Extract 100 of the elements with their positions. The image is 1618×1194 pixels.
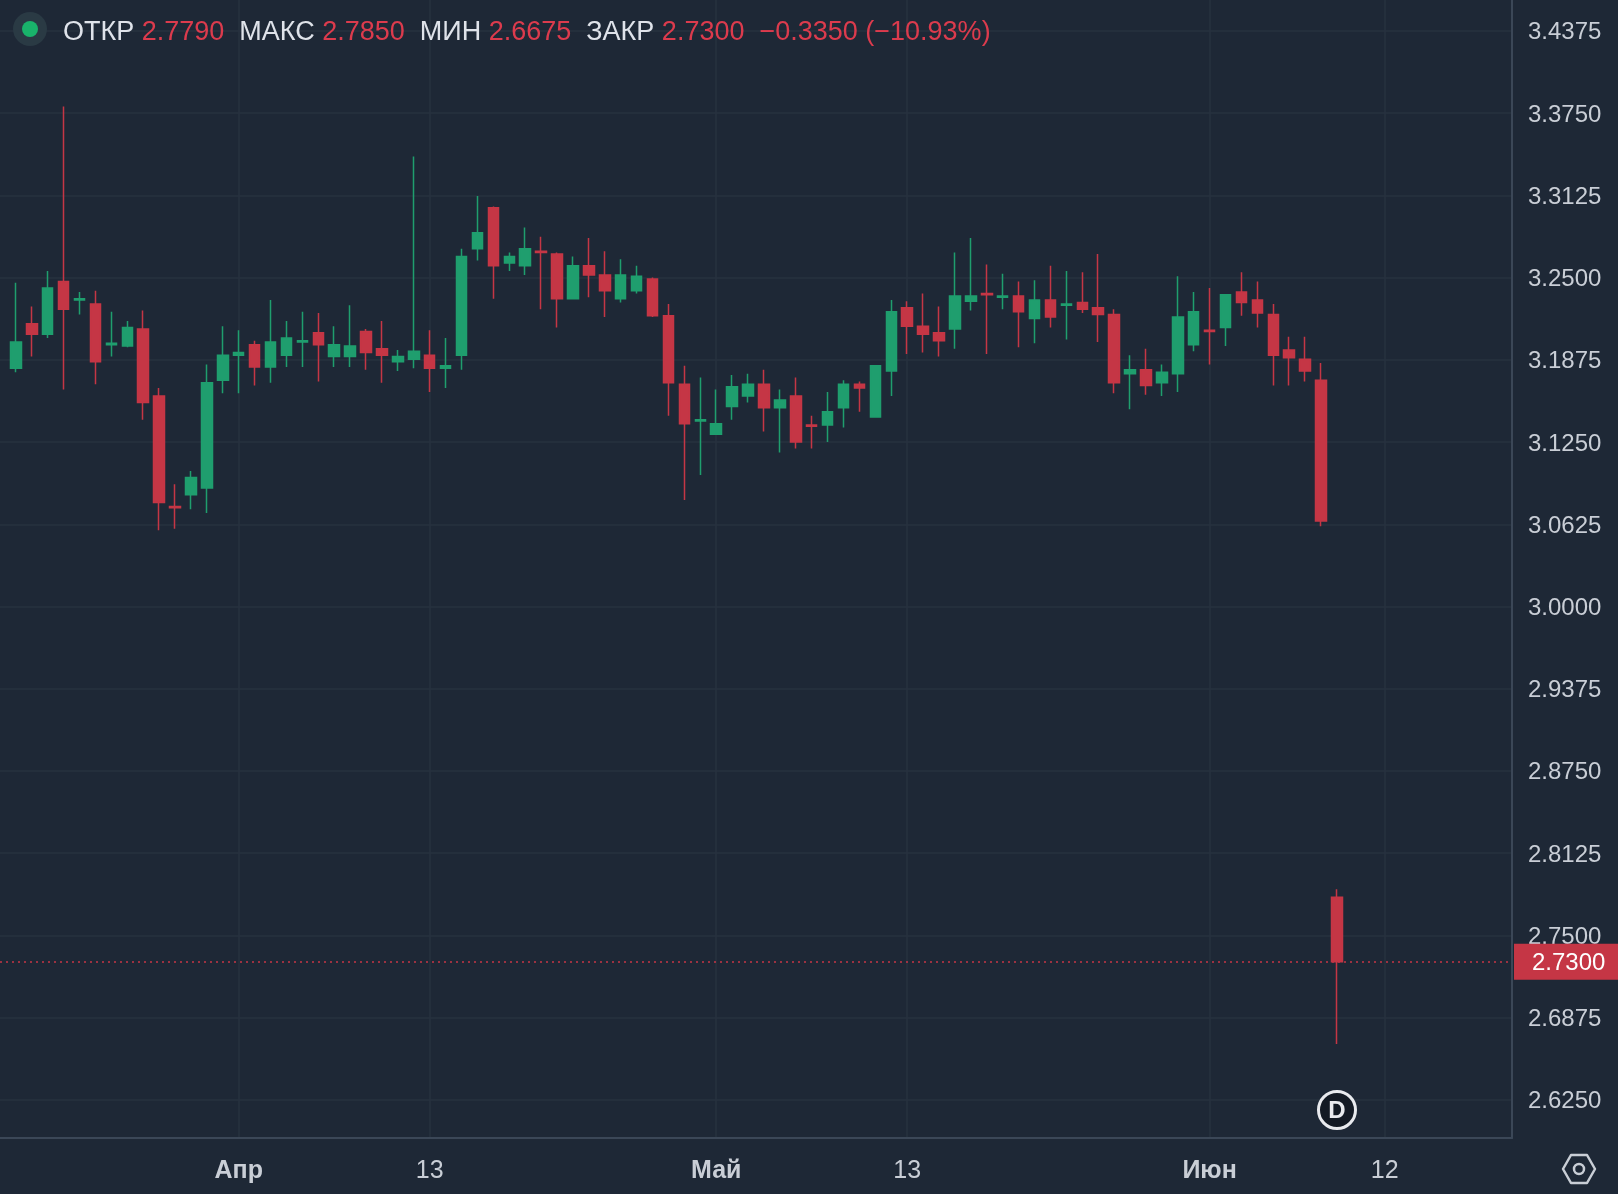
candlestick [1012, 280, 1025, 349]
candlestick [916, 292, 930, 354]
y-tick-label: 2.6875 [1528, 1004, 1602, 1032]
candlestick [1219, 293, 1232, 347]
candlestick [948, 251, 962, 350]
candlestick [694, 376, 707, 476]
candlestick [1107, 308, 1121, 395]
candlestick [200, 363, 214, 514]
candlestick [57, 105, 70, 391]
candlestick [996, 272, 1009, 310]
candlestick [1044, 265, 1057, 329]
candlestick [1203, 287, 1216, 366]
candlestick [1298, 336, 1312, 383]
candlestick [1139, 347, 1153, 396]
y-tick-label: 3.0000 [1528, 592, 1602, 620]
candlestick [121, 320, 134, 349]
x-tick-label: 12 [1370, 1154, 1399, 1183]
candlestick [614, 258, 627, 304]
candlestick [725, 374, 739, 421]
candlestick [343, 304, 357, 368]
candlestick [232, 329, 245, 395]
candlestick [534, 236, 548, 310]
x-tick-label: 13 [893, 1154, 922, 1183]
candlestick [885, 299, 898, 397]
candlestick [73, 291, 86, 316]
y-tick-label: 3.0625 [1528, 510, 1602, 538]
candlestick [789, 376, 803, 450]
candlestick [980, 263, 994, 355]
candlestick [1267, 303, 1280, 387]
x-tick-label: Май [691, 1154, 742, 1183]
candlestick [248, 339, 261, 387]
y-tick-label: 2.9375 [1528, 675, 1602, 703]
candlestick [518, 226, 532, 276]
candlestick [25, 305, 39, 358]
candlestick [1060, 270, 1073, 341]
y-tick-label: 2.8125 [1528, 839, 1602, 867]
candlestick [1123, 354, 1137, 410]
candlestick [264, 299, 277, 384]
y-tick-label: 2.8750 [1528, 757, 1602, 785]
candlestick [391, 349, 405, 372]
x-tick-label: 13 [415, 1154, 444, 1183]
y-tick-label: 3.3125 [1528, 181, 1602, 209]
candlestick [805, 414, 818, 450]
x-tick-label: Июн [1182, 1154, 1237, 1183]
candlestick [1091, 253, 1105, 343]
candlestick [741, 372, 755, 404]
y-tick-label: 3.1250 [1528, 428, 1602, 456]
candlestick [296, 311, 309, 368]
candlestick [709, 388, 723, 435]
candlestick [869, 364, 882, 418]
candlestick [1028, 279, 1041, 345]
y-tick-label: 2.7500 [1528, 921, 1602, 949]
candlestick [327, 325, 341, 368]
y-tick-label: 3.4375 [1528, 17, 1602, 45]
candlestick [1076, 271, 1089, 314]
candlestick [375, 320, 389, 384]
candlestick [837, 379, 850, 429]
candlestick [136, 309, 150, 421]
y-tick-label: 3.2500 [1528, 264, 1602, 292]
candlestick [312, 312, 325, 383]
candlestick [853, 380, 866, 413]
candlestick [423, 329, 436, 393]
candlestick [582, 237, 596, 299]
candlestick [407, 155, 421, 370]
candlestick [152, 387, 166, 531]
candlestick [216, 325, 230, 395]
annotation: D [1316, 1090, 1357, 1131]
candlestick [550, 251, 564, 329]
candlestick [168, 483, 182, 530]
chart-title: ОТКР 2.7790 МАКС 2.7850 МИН 2.6675 ЗАКР 2.7300 −0.3350 (−10.93%) [63, 15, 991, 46]
candlestick [1235, 271, 1248, 317]
candlestick [1251, 280, 1264, 329]
candlestick [89, 290, 102, 385]
x-tick-label: Апр [214, 1154, 263, 1183]
candlestick [1187, 291, 1200, 353]
candlestick [900, 300, 914, 355]
candlestick [487, 205, 500, 300]
candlestick [773, 388, 787, 454]
candlestick [646, 276, 659, 318]
y-tick-label: 3.3750 [1528, 99, 1602, 127]
candlestick [662, 303, 675, 417]
y-tick-label: 3.1875 [1528, 346, 1602, 374]
candlestick [359, 328, 373, 371]
candlestick [932, 305, 946, 358]
candlestick [821, 391, 834, 443]
candlestick [630, 265, 643, 295]
candlestick [439, 337, 452, 389]
candlestick [503, 251, 516, 272]
candlestick [280, 320, 293, 368]
candlestick [566, 255, 580, 300]
candlestick [184, 470, 198, 510]
candlestick [105, 311, 118, 358]
candlestick [1314, 362, 1328, 527]
candlestick [1171, 275, 1185, 393]
candlestick [471, 195, 484, 262]
candlestick [41, 270, 54, 339]
candlestick [678, 364, 691, 501]
candlestick [598, 250, 612, 318]
ref-line-label: 2.7300 [1532, 948, 1606, 976]
candlestick [757, 368, 771, 433]
